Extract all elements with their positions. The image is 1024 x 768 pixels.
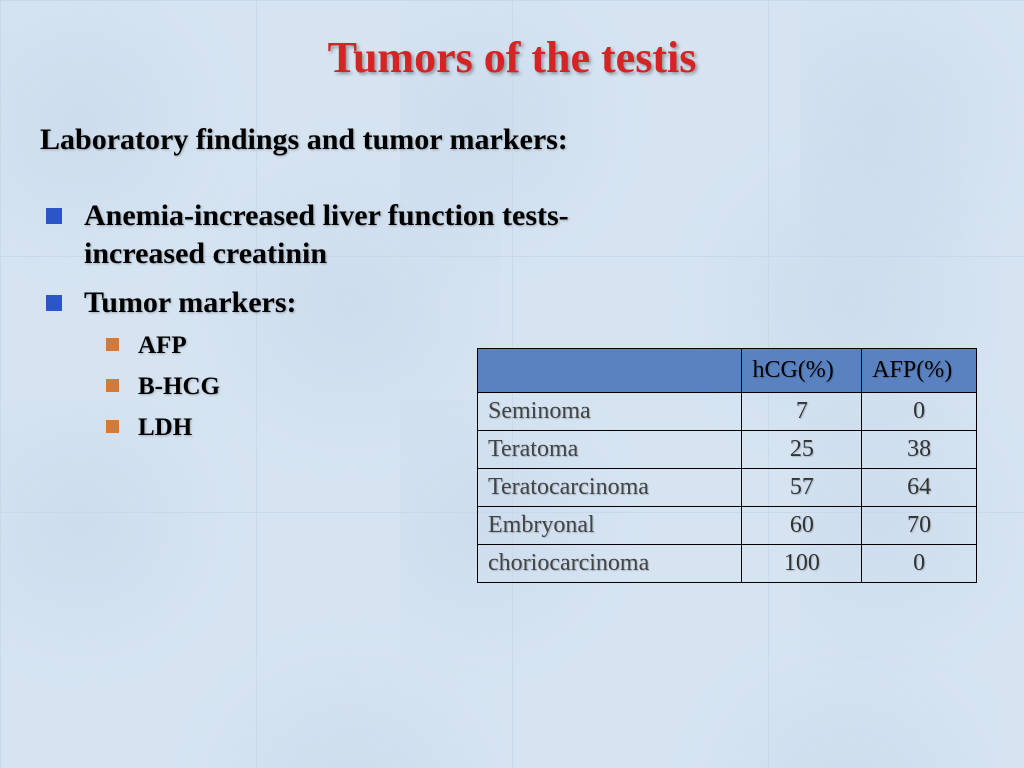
cell-value: 0 bbox=[862, 393, 977, 431]
row-label: choriocarcinoma bbox=[478, 545, 742, 583]
list-item-label: Tumor markers: bbox=[84, 286, 297, 319]
row-label: Seminoma bbox=[478, 393, 742, 431]
table-row: Embryonal6070 bbox=[478, 507, 977, 545]
cell-value: 38 bbox=[862, 431, 977, 469]
row-label: Embryonal bbox=[478, 507, 742, 545]
cell-value: 57 bbox=[742, 469, 862, 507]
table-row: Teratoma2538 bbox=[478, 431, 977, 469]
table-header: AFP(%) bbox=[862, 349, 977, 393]
table-row: Teratocarcinoma5764 bbox=[478, 469, 977, 507]
cell-value: 7 bbox=[742, 393, 862, 431]
cell-value: 100 bbox=[742, 545, 862, 583]
table-row: choriocarcinoma1000 bbox=[478, 545, 977, 583]
row-label: Teratocarcinoma bbox=[478, 469, 742, 507]
cell-value: 60 bbox=[742, 507, 862, 545]
table-body: Seminoma70Teratoma2538Teratocarcinoma576… bbox=[478, 393, 977, 583]
section-subtitle: Laboratory findings and tumor markers: bbox=[40, 123, 1024, 157]
cell-value: 25 bbox=[742, 431, 862, 469]
table-header: hCG(%) bbox=[742, 349, 862, 393]
table-row: Seminoma70 bbox=[478, 393, 977, 431]
list-item: Anemia-increased liver function tests-in… bbox=[40, 197, 600, 272]
table-header bbox=[478, 349, 742, 393]
marker-table-container: hCG(%) AFP(%) Seminoma70Teratoma2538Tera… bbox=[477, 348, 977, 583]
page-title: Tumors of the testis bbox=[0, 0, 1024, 83]
table-header-row: hCG(%) AFP(%) bbox=[478, 349, 977, 393]
cell-value: 0 bbox=[862, 545, 977, 583]
marker-table: hCG(%) AFP(%) Seminoma70Teratoma2538Tera… bbox=[477, 348, 977, 583]
cell-value: 70 bbox=[862, 507, 977, 545]
cell-value: 64 bbox=[862, 469, 977, 507]
row-label: Teratoma bbox=[478, 431, 742, 469]
